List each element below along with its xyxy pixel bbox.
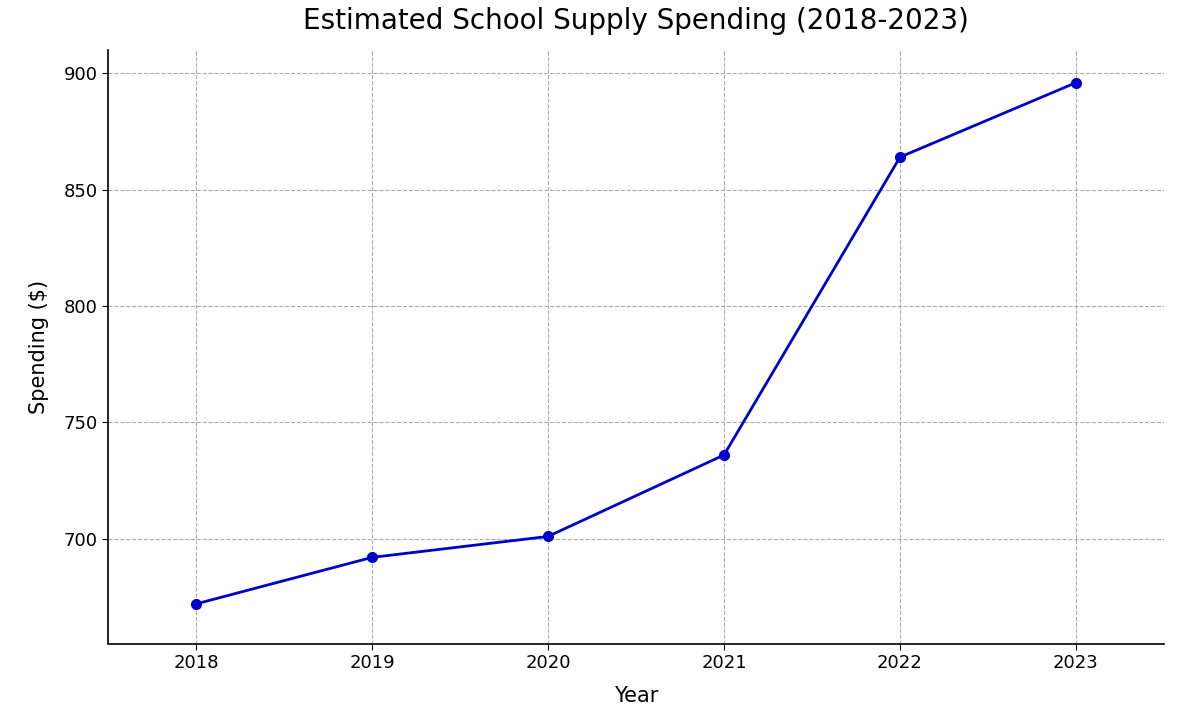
Title: Estimated School Supply Spending (2018-2023): Estimated School Supply Spending (2018-2… xyxy=(304,7,968,35)
X-axis label: Year: Year xyxy=(614,686,658,706)
Y-axis label: Spending ($): Spending ($) xyxy=(30,280,49,414)
